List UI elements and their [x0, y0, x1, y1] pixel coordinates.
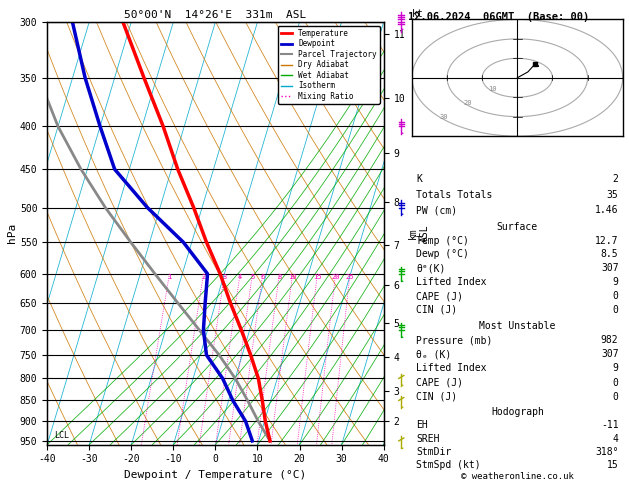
Text: 10: 10	[288, 274, 297, 280]
Text: Lifted Index: Lifted Index	[416, 277, 487, 287]
Text: 0: 0	[613, 378, 618, 388]
Title: 50°00'N  14°26'E  331m  ASL: 50°00'N 14°26'E 331m ASL	[125, 10, 306, 20]
Text: 4: 4	[238, 274, 242, 280]
Text: 9: 9	[613, 277, 618, 287]
Text: LCL: LCL	[54, 431, 69, 440]
Text: θᵉ(K): θᵉ(K)	[416, 263, 445, 273]
Text: CIN (J): CIN (J)	[416, 392, 457, 402]
Text: 8.5: 8.5	[601, 249, 618, 260]
Text: CAPE (J): CAPE (J)	[416, 291, 463, 301]
Text: K: K	[416, 174, 422, 184]
Text: •: •	[399, 27, 403, 32]
Text: © weatheronline.co.uk: © weatheronline.co.uk	[461, 472, 574, 481]
Text: 15: 15	[313, 274, 321, 280]
Text: 5: 5	[250, 274, 255, 280]
Text: EH: EH	[416, 420, 428, 431]
Text: 8: 8	[277, 274, 282, 280]
Text: Lifted Index: Lifted Index	[416, 364, 487, 373]
Text: 25: 25	[346, 274, 354, 280]
Text: 30: 30	[439, 114, 448, 120]
Text: Most Unstable: Most Unstable	[479, 321, 555, 331]
Text: •: •	[399, 405, 403, 410]
Text: 3: 3	[223, 274, 226, 280]
Text: 12.7: 12.7	[595, 236, 618, 245]
Text: 4: 4	[613, 434, 618, 444]
Text: 6: 6	[260, 274, 265, 280]
Text: 35: 35	[607, 190, 618, 200]
Text: θₑ (K): θₑ (K)	[416, 349, 452, 359]
Text: PW (cm): PW (cm)	[416, 205, 457, 215]
Text: StmDir: StmDir	[416, 447, 452, 457]
Text: SREH: SREH	[416, 434, 440, 444]
Text: •: •	[399, 131, 403, 136]
Text: 0: 0	[613, 291, 618, 301]
Text: Hodograph: Hodograph	[491, 407, 544, 417]
Text: CIN (J): CIN (J)	[416, 305, 457, 315]
Text: 307: 307	[601, 263, 618, 273]
Text: 12.06.2024  06GMT  (Base: 00): 12.06.2024 06GMT (Base: 00)	[408, 12, 589, 22]
Legend: Temperature, Dewpoint, Parcel Trajectory, Dry Adiabat, Wet Adiabat, Isotherm, Mi: Temperature, Dewpoint, Parcel Trajectory…	[277, 26, 380, 104]
Y-axis label: hPa: hPa	[7, 223, 17, 243]
Text: •: •	[399, 446, 403, 451]
Text: •: •	[399, 335, 403, 340]
Text: 1: 1	[167, 274, 172, 280]
Text: 0: 0	[613, 392, 618, 402]
Text: StmSpd (kt): StmSpd (kt)	[416, 460, 481, 470]
Text: 318°: 318°	[595, 447, 618, 457]
Text: •: •	[399, 383, 403, 388]
Text: 982: 982	[601, 335, 618, 345]
Y-axis label: km
ASL: km ASL	[408, 225, 430, 242]
Text: 2: 2	[613, 174, 618, 184]
X-axis label: Dewpoint / Temperature (°C): Dewpoint / Temperature (°C)	[125, 470, 306, 480]
Text: •: •	[399, 212, 403, 217]
Text: 15: 15	[607, 460, 618, 470]
Text: Pressure (mb): Pressure (mb)	[416, 335, 493, 345]
Text: 20: 20	[464, 100, 472, 106]
Text: Dewp (°C): Dewp (°C)	[416, 249, 469, 260]
Text: Temp (°C): Temp (°C)	[416, 236, 469, 245]
Text: 0: 0	[613, 305, 618, 315]
Text: •: •	[399, 278, 403, 284]
Text: 307: 307	[601, 349, 618, 359]
Text: Surface: Surface	[497, 222, 538, 232]
Text: kt: kt	[412, 9, 424, 19]
Text: 2: 2	[201, 274, 206, 280]
Text: 20: 20	[331, 274, 340, 280]
Text: 10: 10	[489, 87, 497, 92]
Text: -11: -11	[601, 420, 618, 431]
Text: 1.46: 1.46	[595, 205, 618, 215]
Text: Totals Totals: Totals Totals	[416, 190, 493, 200]
Text: 9: 9	[613, 364, 618, 373]
Text: CAPE (J): CAPE (J)	[416, 378, 463, 388]
